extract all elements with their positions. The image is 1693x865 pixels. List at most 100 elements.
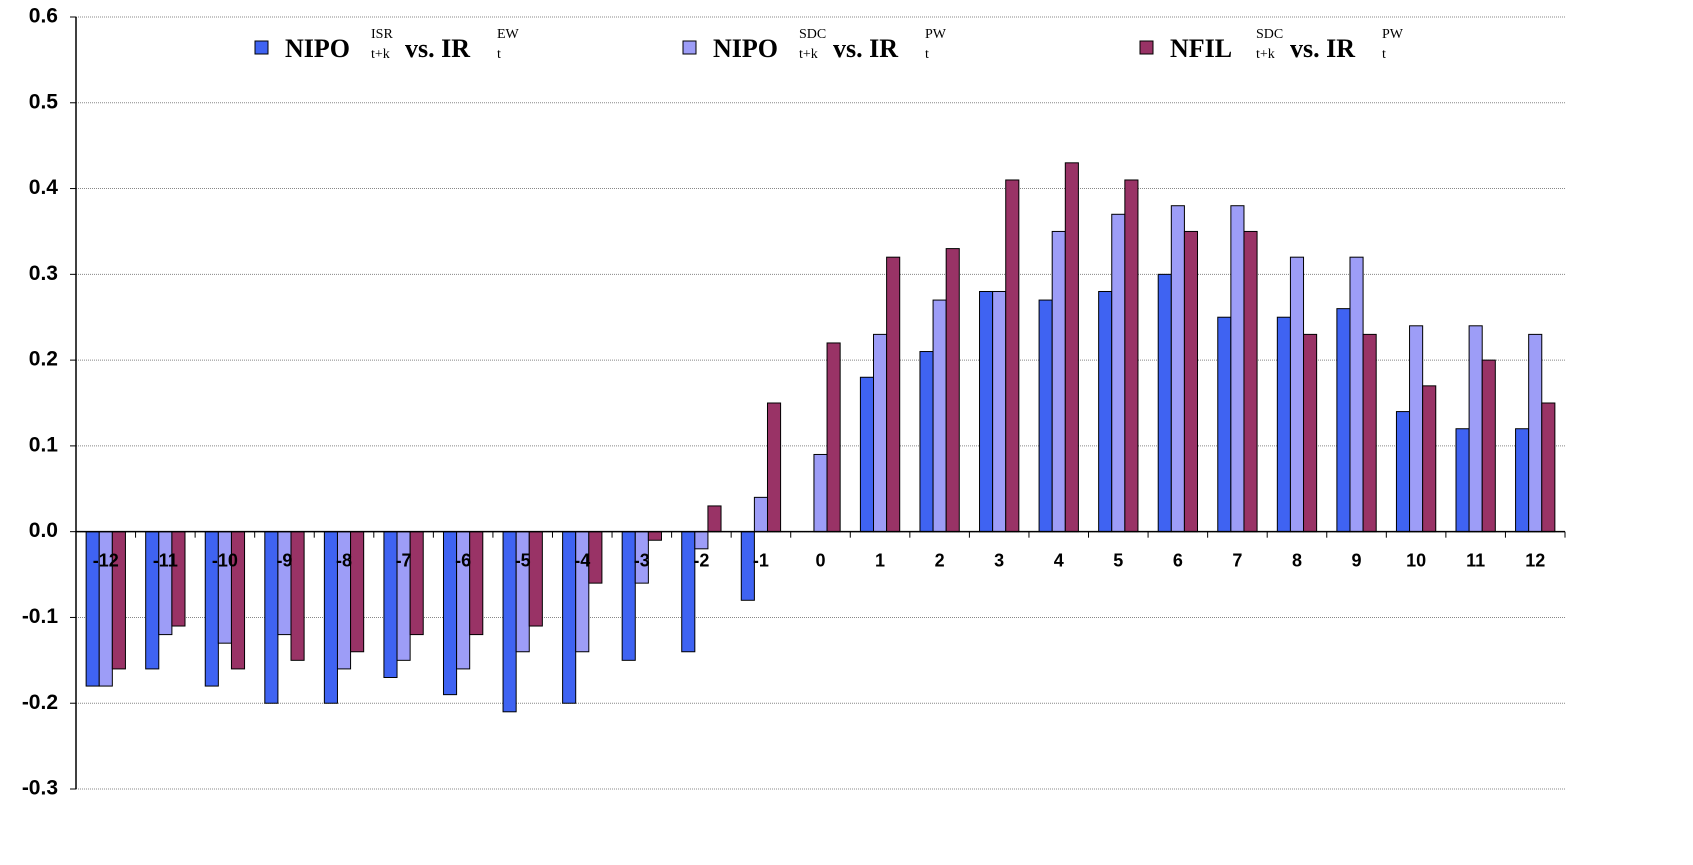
legend-sup: EW	[497, 27, 520, 42]
bar	[1515, 428, 1530, 533]
x-tick-label: 6	[1173, 550, 1183, 570]
legend-name: NIPO	[713, 34, 778, 63]
x-tick-label: -12	[93, 550, 119, 570]
x-tick-label: -2	[693, 550, 709, 570]
bar	[707, 505, 722, 533]
x-tick-label: 9	[1352, 550, 1362, 570]
y-tick-label: -0.1	[22, 605, 59, 628]
bar	[350, 531, 365, 653]
x-tick-label: 1	[875, 550, 885, 570]
x-tick-label: -3	[634, 550, 650, 570]
bar	[409, 531, 424, 636]
y-tick-label: 0.2	[29, 348, 58, 371]
y-tick-label: 0.6	[29, 5, 58, 28]
legend-sub: t+k	[371, 47, 390, 62]
bar	[217, 531, 232, 644]
bar	[1124, 179, 1139, 533]
x-tick-label: 5	[1113, 550, 1123, 570]
bar	[813, 453, 828, 533]
x-tick-label: 2	[935, 550, 945, 570]
bar	[1362, 333, 1377, 533]
bar	[826, 342, 841, 533]
x-tick-label: -5	[515, 550, 531, 570]
bar	[859, 376, 875, 533]
bar	[1276, 316, 1291, 533]
x-tick-label: 11	[1466, 550, 1485, 570]
x-tick-label: -9	[276, 550, 292, 570]
legend-sup: SDC	[1256, 27, 1283, 42]
legend-sub: t+k	[799, 47, 818, 62]
bar	[979, 290, 994, 533]
bar	[1422, 385, 1437, 533]
bar	[1170, 205, 1185, 533]
x-tick-label: 4	[1054, 550, 1064, 570]
legend-sub: t	[497, 47, 501, 62]
bar	[647, 531, 662, 541]
bar	[1481, 359, 1496, 533]
bar	[1349, 256, 1364, 533]
x-tick-label: -10	[212, 550, 238, 570]
bar	[171, 531, 186, 627]
legend-rel: vs. IR	[1290, 34, 1355, 63]
bar	[1183, 230, 1199, 533]
bar	[588, 531, 603, 584]
bar	[753, 496, 768, 533]
bar	[469, 531, 484, 636]
bar	[1098, 290, 1113, 533]
bar	[1528, 333, 1543, 533]
y-tick-label: 0.0	[29, 519, 58, 542]
x-tick-label: 7	[1232, 550, 1242, 570]
bar	[1289, 256, 1305, 533]
bar	[1038, 299, 1053, 533]
bar	[1468, 325, 1483, 533]
legend-sub: t	[1382, 47, 1386, 62]
bar	[1111, 213, 1126, 533]
legend-sup: SDC	[799, 27, 826, 42]
x-tick-label: -1	[753, 550, 769, 570]
legend-sub: t	[925, 47, 929, 62]
y-tick-label: 0.5	[29, 90, 59, 113]
y-tick-label: -0.2	[22, 691, 58, 714]
x-tick-label: -6	[455, 550, 471, 570]
x-tick-label: 8	[1292, 550, 1302, 570]
legend-name: NFIL	[1170, 34, 1232, 63]
x-tick-label: -7	[396, 550, 412, 570]
y-tick-label: 0.1	[29, 433, 59, 456]
bar	[694, 531, 709, 550]
x-tick-label: 10	[1406, 550, 1426, 570]
legend-rel: vs. IR	[405, 34, 470, 63]
legend-rel: vs. IR	[833, 34, 898, 63]
x-tick-label: 12	[1525, 550, 1545, 570]
y-tick-label: 0.3	[29, 262, 58, 285]
x-tick-label: -8	[336, 550, 352, 570]
legend-name: NIPO	[285, 34, 350, 63]
legend-sup: PW	[925, 27, 947, 42]
bar	[277, 531, 292, 636]
bar	[1157, 273, 1172, 533]
bar	[766, 402, 782, 533]
bar	[873, 333, 888, 533]
bar	[1051, 230, 1066, 533]
x-tick-label: -11	[153, 550, 178, 570]
bar	[1005, 179, 1020, 533]
bar	[1064, 162, 1079, 533]
legend-sup: PW	[1382, 27, 1404, 42]
bar	[1409, 325, 1424, 533]
bar	[932, 299, 947, 533]
bar	[158, 531, 173, 636]
legend-swatch	[1139, 40, 1154, 55]
bar	[1230, 205, 1245, 533]
bar	[992, 290, 1007, 533]
bar	[1243, 230, 1258, 533]
bar	[1455, 428, 1470, 533]
bar	[945, 248, 960, 533]
legend-sub: t+k	[1256, 47, 1275, 62]
y-tick-label: 0.4	[29, 176, 59, 199]
bar	[528, 531, 543, 627]
bar	[1336, 308, 1351, 533]
bar	[919, 351, 934, 533]
legend-swatch	[254, 40, 269, 55]
bar	[1217, 316, 1232, 533]
x-tick-label: 3	[994, 550, 1004, 570]
